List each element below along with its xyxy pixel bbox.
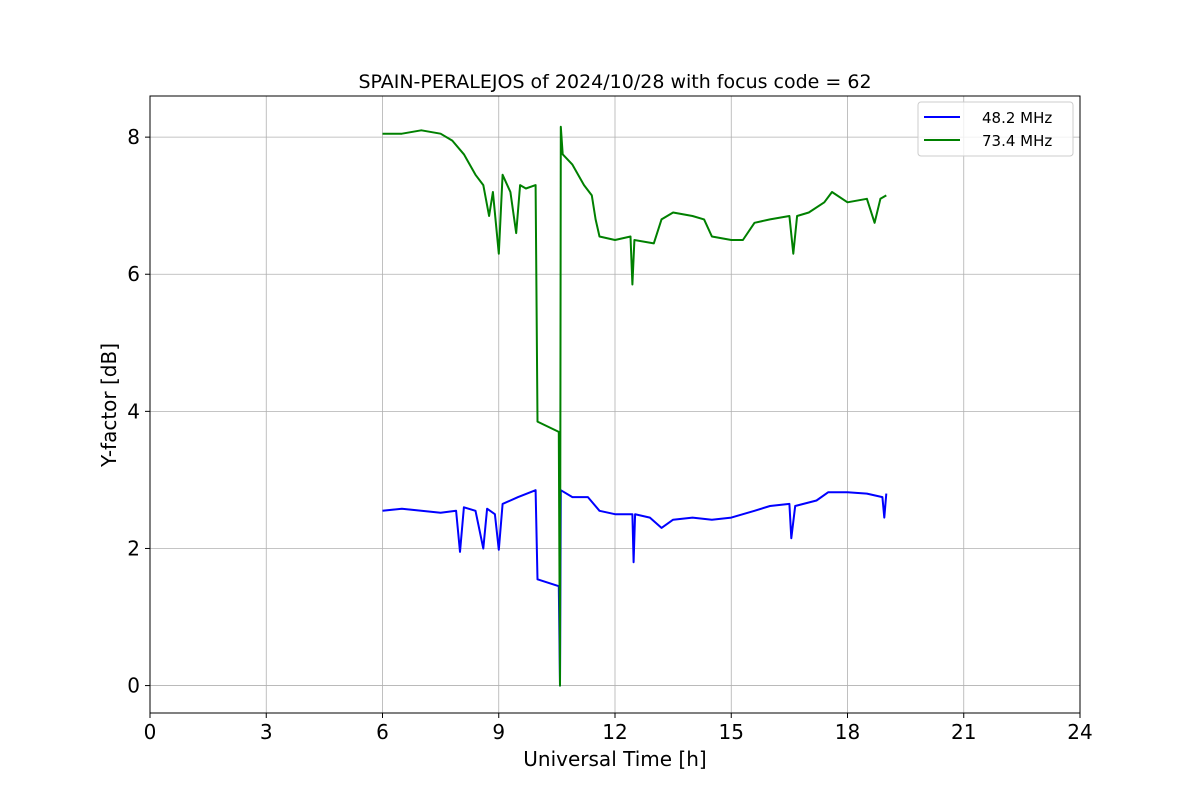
x-tick-label: 12 xyxy=(602,720,627,744)
y-tick-label: 8 xyxy=(127,125,140,149)
y-axis-label: Y-factor [dB] xyxy=(97,343,121,468)
grid xyxy=(149,96,1081,713)
x-tick-label: 9 xyxy=(492,720,505,744)
y-tick-label: 0 xyxy=(127,674,140,698)
series-line-0 xyxy=(382,489,888,687)
x-tick-label: 18 xyxy=(835,720,860,744)
legend-label-73mhz: 73.4 MHz xyxy=(982,132,1052,150)
y-tick-label: 4 xyxy=(127,399,140,423)
series-layer xyxy=(382,125,888,687)
y-tick-label: 6 xyxy=(127,262,140,286)
x-axis-label: Universal Time [h] xyxy=(523,747,706,771)
legend-frame xyxy=(917,101,1074,157)
x-tick-label: 3 xyxy=(260,720,273,744)
x-axis: 0 3 6 9 12 15 18 21 24 xyxy=(144,713,1093,744)
x-tick-label: 0 xyxy=(144,720,157,744)
legend-label-48mhz: 48.2 MHz xyxy=(982,109,1052,127)
series-line-1 xyxy=(382,125,887,687)
x-tick-label: 6 xyxy=(376,720,389,744)
y-axis: 0 2 4 6 8 xyxy=(127,125,150,698)
chart-title: SPAIN-PERALEJOS of 2024/10/28 with focus… xyxy=(358,71,871,93)
x-tick-label: 24 xyxy=(1067,720,1092,744)
legend: 48.2 MHz 73.4 MHz xyxy=(917,101,1074,157)
x-tick-label: 15 xyxy=(719,720,744,744)
x-tick-label: 21 xyxy=(951,720,976,744)
y-tick-label: 2 xyxy=(127,536,140,560)
